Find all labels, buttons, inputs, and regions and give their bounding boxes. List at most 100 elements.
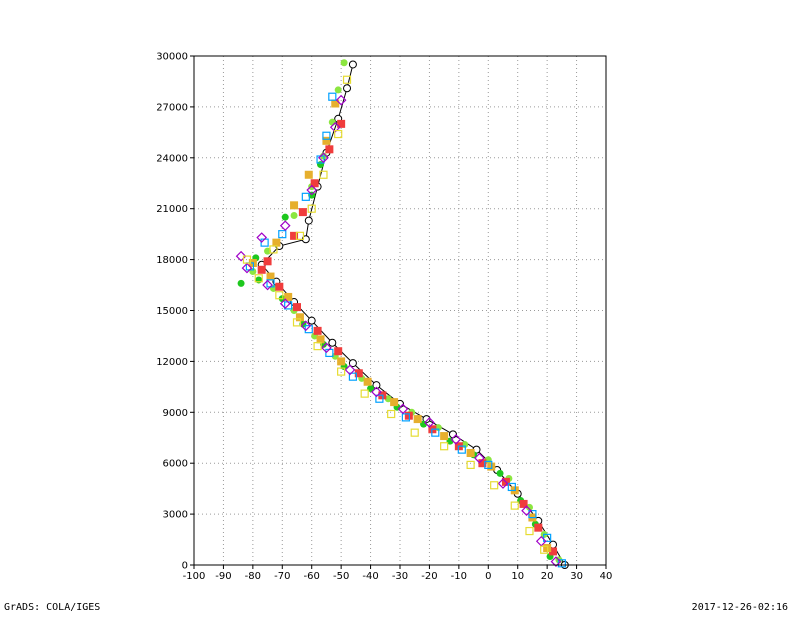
data-point bbox=[307, 316, 316, 325]
data-point bbox=[478, 459, 487, 468]
grid-lines bbox=[194, 56, 606, 565]
data-point bbox=[275, 291, 284, 300]
x-tick-label: -10 bbox=[451, 571, 467, 582]
data-point bbox=[334, 86, 342, 94]
x-tick-label: -80 bbox=[245, 571, 261, 582]
data-point bbox=[484, 460, 493, 469]
data-point bbox=[295, 231, 305, 240]
data-point bbox=[278, 230, 287, 239]
y-tick-label: 9000 bbox=[163, 408, 188, 419]
data-point bbox=[360, 389, 369, 398]
data-point bbox=[290, 201, 299, 210]
series-7 bbox=[235, 94, 562, 567]
data-point bbox=[313, 326, 322, 335]
data-point bbox=[266, 272, 275, 281]
y-tick-label: 18000 bbox=[156, 255, 188, 266]
data-point bbox=[256, 232, 268, 243]
series-line bbox=[261, 64, 566, 566]
x-tick-label: -20 bbox=[421, 571, 437, 582]
data-point bbox=[325, 145, 334, 154]
y-tick-label: 27000 bbox=[156, 102, 188, 113]
x-tick-label: -50 bbox=[333, 571, 349, 582]
data-point bbox=[510, 501, 519, 510]
plot-frame bbox=[193, 55, 607, 566]
data-point bbox=[534, 523, 543, 532]
data-point bbox=[348, 359, 357, 368]
data-point bbox=[371, 386, 382, 398]
y-tick-label: 3000 bbox=[163, 510, 188, 521]
data-point bbox=[319, 170, 328, 179]
data-point bbox=[348, 372, 358, 381]
data-point bbox=[342, 75, 352, 84]
y-tick-label: 21000 bbox=[156, 204, 188, 215]
x-tick-label: -40 bbox=[362, 571, 378, 582]
y-tick-label: 24000 bbox=[156, 153, 188, 164]
data-point bbox=[263, 257, 272, 266]
data-point bbox=[331, 99, 340, 108]
data-point bbox=[397, 403, 409, 415]
data-point bbox=[440, 432, 449, 441]
y-tick-label: 15000 bbox=[156, 306, 188, 317]
data-point bbox=[507, 482, 516, 492]
data-point bbox=[264, 247, 272, 255]
y-tick-label: 6000 bbox=[163, 459, 188, 470]
data-point bbox=[304, 170, 313, 179]
y-tick-label: 0 bbox=[182, 561, 188, 572]
data-point bbox=[343, 84, 352, 93]
data-point bbox=[304, 216, 313, 225]
data-point bbox=[528, 510, 537, 519]
data-point bbox=[334, 347, 343, 356]
data-point bbox=[290, 231, 299, 240]
data-point bbox=[550, 556, 562, 567]
data-point bbox=[387, 409, 396, 419]
x-tick-label: 10 bbox=[511, 571, 524, 582]
data-point bbox=[375, 394, 384, 403]
data-point bbox=[497, 478, 509, 489]
data-point bbox=[279, 298, 291, 310]
series-4 bbox=[257, 119, 558, 556]
x-tick-label: 20 bbox=[541, 571, 554, 582]
scatter-chart: -100 -90 -80 -70 -60 -50 -40 -30 -20 -10 0 10 20 30 40… bbox=[156, 52, 612, 583]
data-point bbox=[521, 505, 532, 517]
data-point bbox=[450, 434, 462, 445]
data-point bbox=[344, 364, 356, 376]
y-tick-label: 12000 bbox=[156, 357, 188, 368]
data-point bbox=[260, 238, 269, 247]
data-point bbox=[279, 220, 291, 232]
data-point bbox=[307, 204, 316, 213]
series-1 bbox=[257, 60, 569, 569]
data-point bbox=[257, 265, 266, 274]
data-point bbox=[328, 338, 337, 347]
data-point bbox=[284, 292, 293, 301]
data-point bbox=[295, 313, 304, 322]
data-point bbox=[328, 118, 336, 126]
data-point bbox=[474, 452, 485, 464]
data-point bbox=[354, 369, 363, 378]
data-point bbox=[540, 545, 549, 554]
x-tick-label: -100 bbox=[183, 571, 206, 582]
data-point bbox=[318, 152, 329, 164]
data-point bbox=[241, 262, 253, 274]
data-point bbox=[322, 131, 331, 140]
series-8 bbox=[242, 75, 549, 554]
data-point bbox=[457, 445, 466, 454]
data-point bbox=[272, 238, 281, 247]
data-point bbox=[424, 417, 435, 428]
data-point bbox=[301, 192, 310, 201]
data-point bbox=[275, 282, 284, 291]
data-point bbox=[390, 398, 399, 407]
data-point bbox=[322, 136, 331, 145]
data-point bbox=[372, 381, 381, 390]
data-point bbox=[549, 547, 558, 556]
data-point bbox=[321, 342, 332, 354]
data-point bbox=[269, 245, 278, 254]
data-point bbox=[519, 499, 528, 508]
tick-labels: -100 -90 -80 -70 -60 -50 -40 -30 -20 -10 0 10 20 30 40… bbox=[156, 52, 612, 583]
footer-timestamp: 2017-12-26-02:16 bbox=[691, 602, 788, 613]
data-point bbox=[325, 348, 334, 358]
data-point bbox=[431, 428, 440, 437]
data-point bbox=[334, 129, 343, 139]
data-point bbox=[440, 442, 449, 451]
data-point bbox=[466, 460, 475, 469]
data-point bbox=[496, 469, 504, 477]
